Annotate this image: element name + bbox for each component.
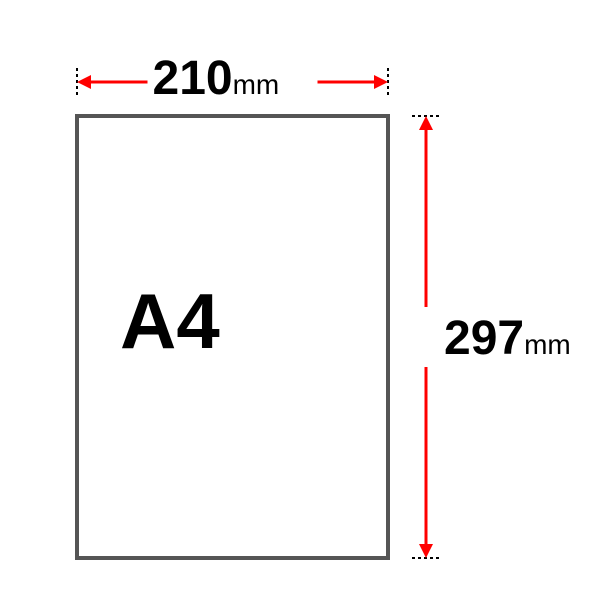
height-dimension-label: 297mm (444, 311, 571, 366)
height-value: 297 (444, 312, 524, 365)
diagram-canvas: A4 210mm 297mm (0, 0, 600, 600)
height-dimension-line (0, 0, 600, 600)
height-unit: mm (524, 329, 571, 360)
